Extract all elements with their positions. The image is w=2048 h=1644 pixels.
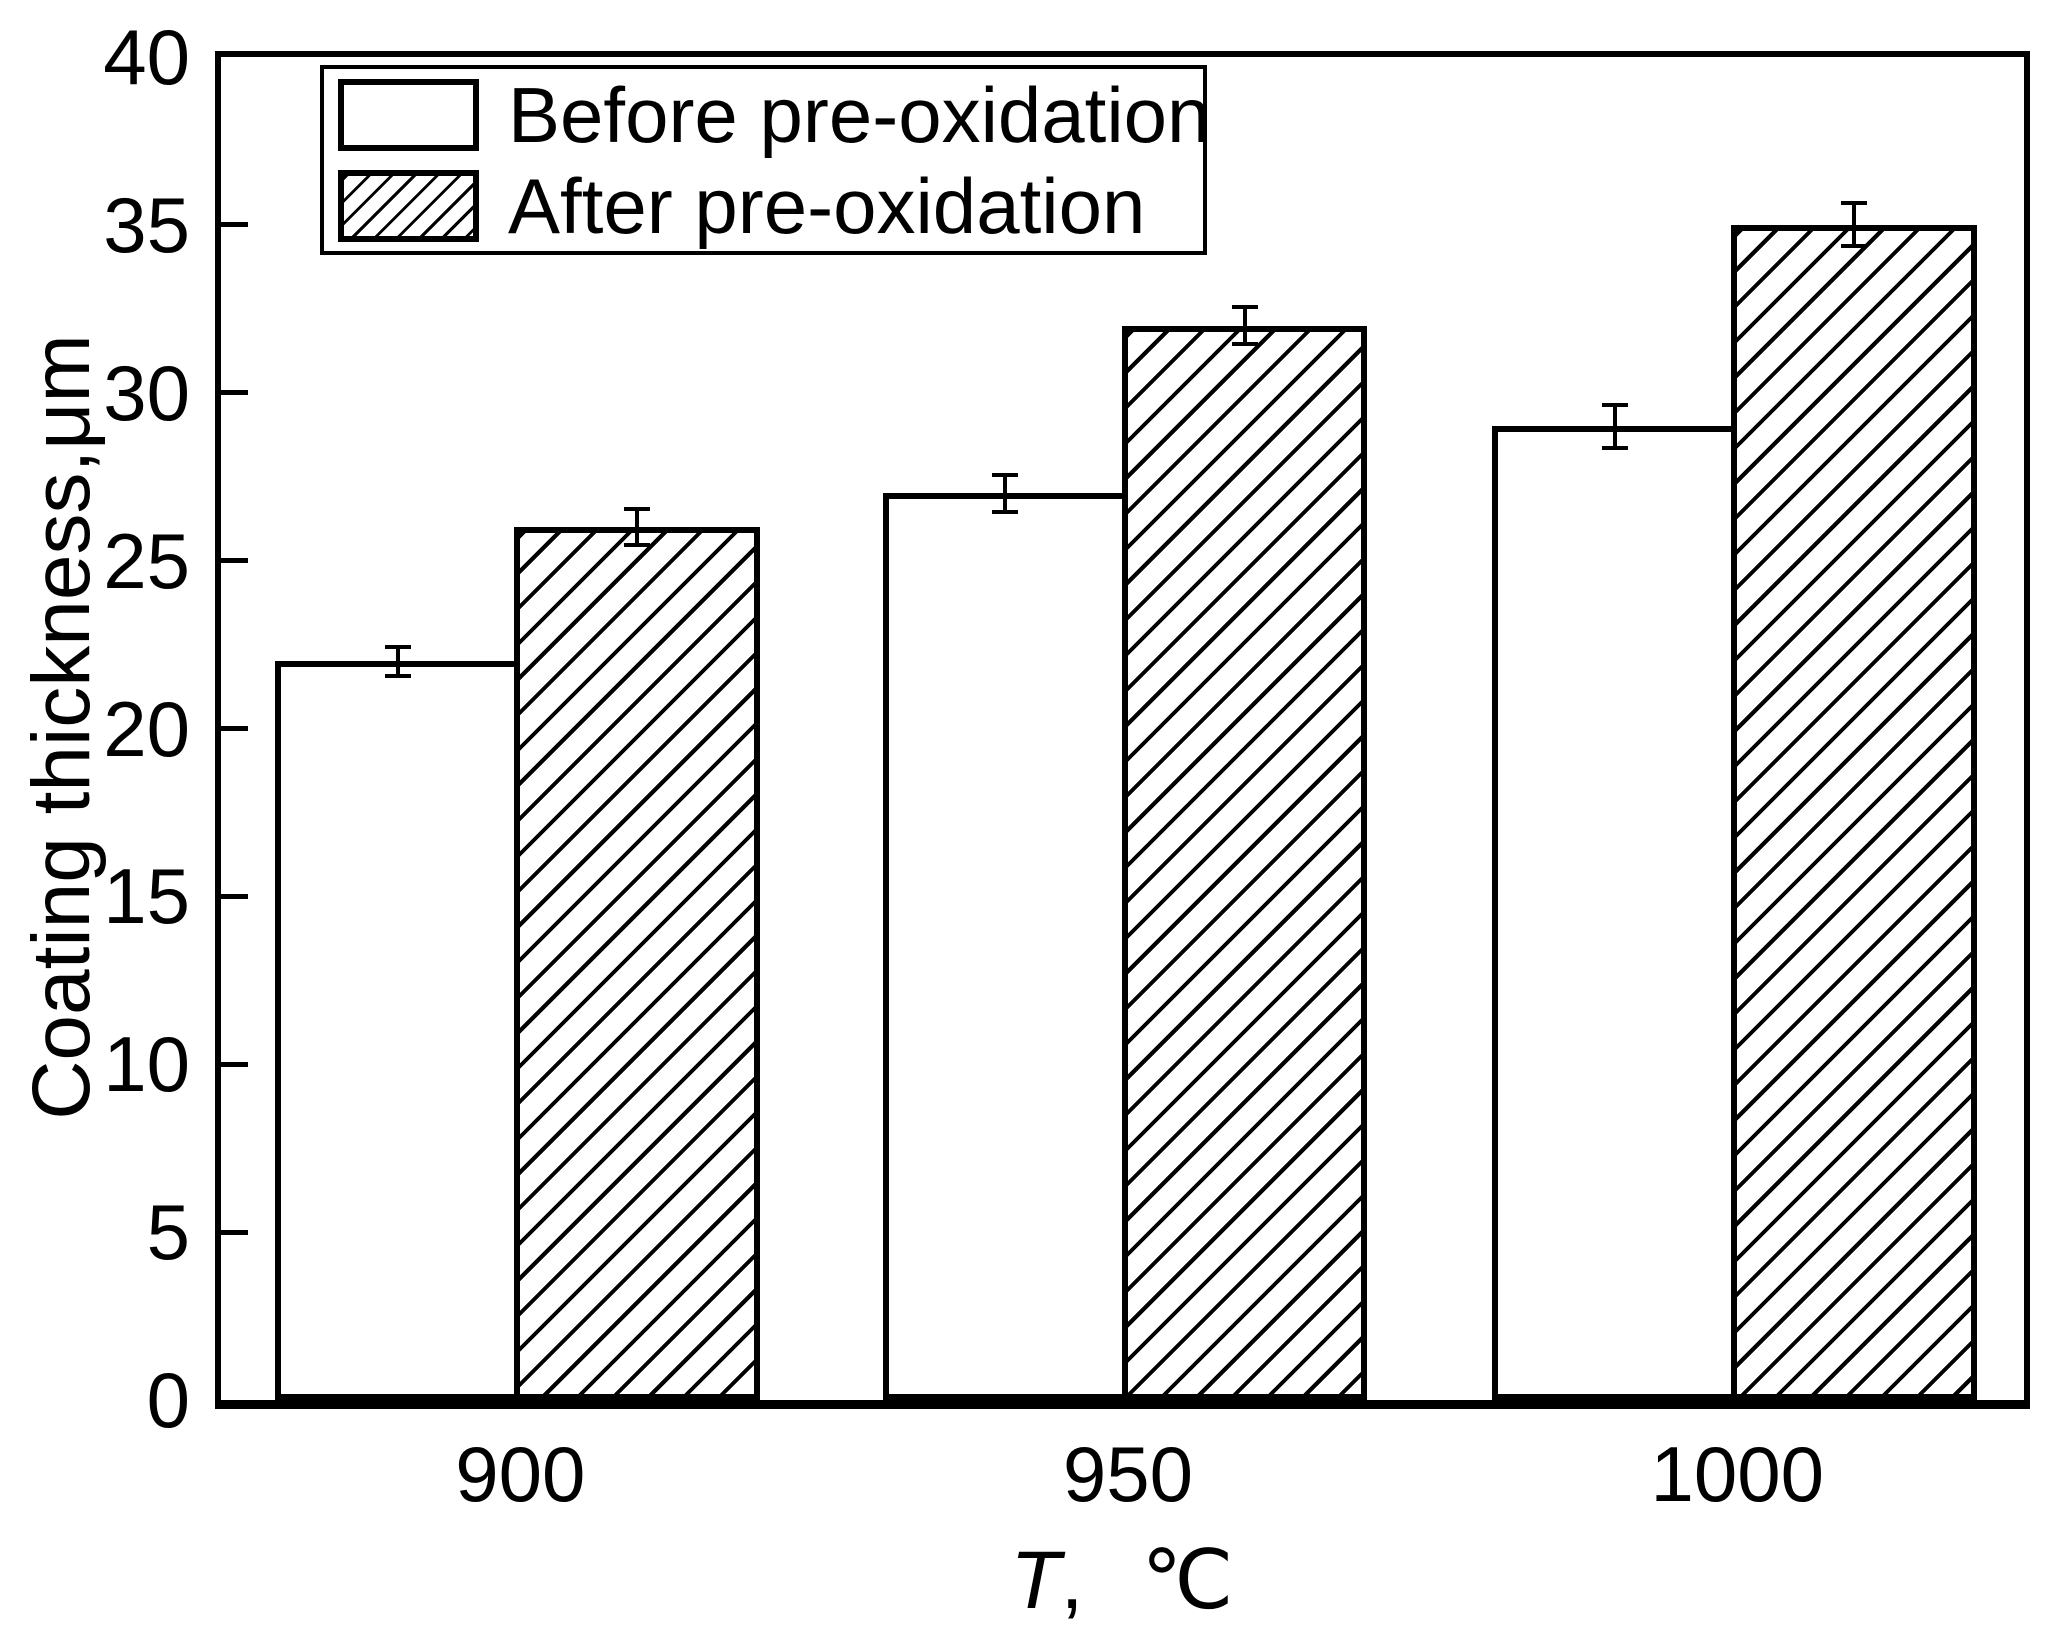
legend-item-before: Before pre-oxidation (324, 69, 1210, 160)
y-tick-label: 25 (103, 516, 190, 605)
legend-item-after: After pre-oxidation (324, 160, 1203, 251)
error-bar-cap-bottom (1231, 341, 1258, 346)
error-bar (384, 644, 411, 679)
y-tick (221, 893, 248, 899)
y-tick (221, 222, 248, 228)
y-tick-label: 15 (103, 852, 190, 941)
error-bar-stem (1851, 201, 1856, 249)
x-axis-title-unit: ℃ (1141, 1535, 1234, 1626)
error-bar-cap-bottom (384, 674, 411, 679)
error-bar-stem (1003, 473, 1008, 514)
error-bar-cap-bottom (1601, 445, 1628, 450)
error-bar-stem (1242, 305, 1247, 346)
y-tick-label: 30 (103, 348, 190, 437)
x-axis-title-separator: , (1060, 1535, 1084, 1626)
bar-before-900 (275, 661, 521, 1400)
legend-swatch-solid (338, 78, 479, 151)
plot-area: Before pre-oxidation After pre-oxidation (215, 51, 2030, 1409)
bar-after-900 (514, 527, 760, 1400)
y-tick-label: 10 (103, 1020, 190, 1109)
error-bar-stem (395, 644, 400, 679)
x-tick-label: 1000 (1650, 1430, 1825, 1518)
legend-label-before: Before pre-oxidation (508, 70, 1211, 159)
x-tick-label: 900 (455, 1430, 586, 1518)
legend-label-after: After pre-oxidation (508, 161, 1146, 250)
error-bar (623, 506, 650, 548)
error-bar-cap-bottom (992, 509, 1019, 514)
y-tick-label: 35 (103, 180, 190, 269)
y-tick (221, 726, 248, 731)
y-tick (221, 1061, 248, 1067)
bar-after-950 (1121, 325, 1368, 1400)
error-bar-stem (1612, 402, 1617, 450)
y-tick-label: 40 (103, 13, 190, 101)
y-tick (221, 558, 248, 564)
error-bar (1840, 201, 1867, 249)
x-axis-title-variable: T (1010, 1535, 1061, 1626)
y-tick-label: 20 (103, 684, 190, 773)
y-tick (221, 390, 248, 396)
x-axis-title: T, ℃ (1011, 1540, 1234, 1622)
y-tick-label: 0 (146, 1356, 190, 1444)
bar-before-1000 (1492, 426, 1738, 1400)
y-tick-label: 5 (146, 1188, 190, 1277)
x-tick-label: 950 (1062, 1430, 1193, 1518)
error-bar (1601, 402, 1628, 450)
error-bar-cap-bottom (1840, 244, 1867, 249)
legend-swatch-hatched (338, 169, 479, 242)
bar-after-1000 (1731, 224, 1977, 1400)
error-bar-cap-bottom (623, 543, 650, 548)
error-bar (1231, 305, 1258, 346)
y-tick (221, 1229, 248, 1235)
legend: Before pre-oxidation After pre-oxidation (320, 65, 1210, 255)
error-bar-stem (634, 506, 639, 548)
error-bar (992, 473, 1019, 514)
bar-before-950 (882, 493, 1128, 1400)
